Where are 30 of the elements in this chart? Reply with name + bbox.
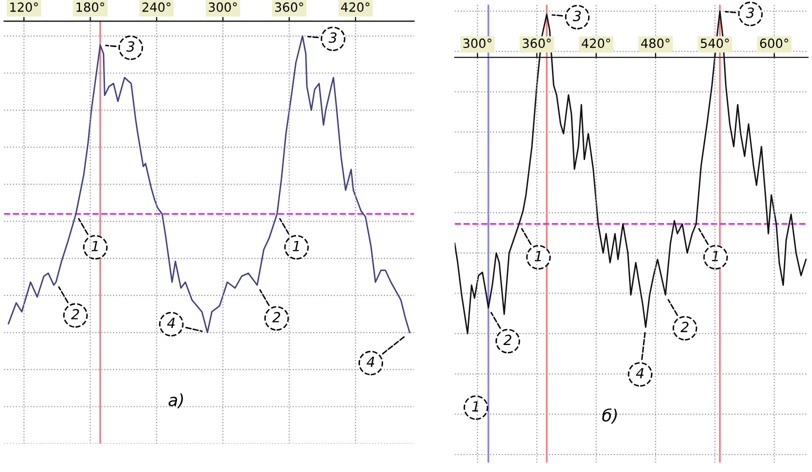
text: а) — [168, 393, 183, 408]
x-tick-label: 120° — [10, 2, 38, 12]
annotation: 4 — [636, 368, 644, 378]
x-tick-label: 360° — [522, 38, 551, 48]
x-tick-label: 480° — [641, 38, 670, 48]
annotation: 3 — [572, 10, 581, 22]
x-tick-label: 300° — [463, 38, 492, 48]
annotation: 2 — [503, 334, 512, 345]
text: б) — [602, 408, 617, 424]
x-tick-label: 600° — [760, 38, 788, 48]
x-tick-label: 420° — [341, 2, 370, 12]
x-tick-label: 420° — [582, 38, 610, 48]
annotation: 3 — [126, 41, 134, 52]
text: 1 — [472, 401, 478, 412]
x-tick-label: 180° — [76, 2, 104, 12]
annotation: 2 — [680, 322, 688, 332]
annotation: 2 — [71, 308, 80, 320]
annotation: 4 — [366, 356, 374, 367]
annotation: 2 — [272, 312, 280, 322]
annotation: 1 — [92, 240, 98, 252]
annotation: 1 — [534, 251, 541, 262]
x-tick-label: 540° — [700, 38, 729, 48]
annotation: 1 — [292, 240, 299, 252]
annotation: 3 — [328, 32, 337, 43]
annotation: 4 — [167, 318, 175, 328]
x-tick-label: 240° — [142, 2, 170, 12]
x-tick-label: 300° — [208, 2, 237, 12]
annotation: 3 — [746, 7, 754, 18]
annotation: 1 — [712, 251, 718, 262]
x-tick-label: 360° — [275, 2, 304, 12]
